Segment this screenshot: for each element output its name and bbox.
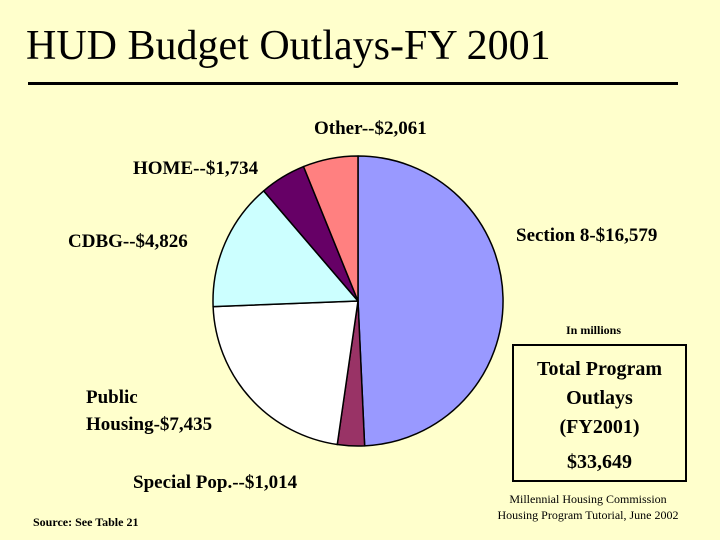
total-value: $33,649 [567, 451, 632, 473]
credit-note: Millennial Housing Commission Housing Pr… [467, 491, 709, 523]
pie-slice-section-8 [357, 155, 504, 447]
pie-slice-cdbg [212, 190, 359, 308]
slice-label-cdbg: CDBG--$4,826 [68, 231, 188, 252]
slice-label-home: HOME--$1,734 [133, 158, 259, 179]
slice-label-section-8: Section 8-$16,579 [516, 225, 658, 246]
slice-label-public-housing: Public Housing-$7,435 [86, 387, 213, 435]
pie-slice-public-housing [212, 300, 359, 446]
slice-label-other: Other--$2,061 [314, 118, 427, 139]
credit-line: Housing Program Tutorial, June 2002 [497, 508, 679, 522]
total-heading-line: (FY2001) [559, 416, 640, 438]
total-heading: Total Program Outlays (FY2001) [514, 346, 685, 442]
slice-label-special-pop: Special Pop.--$1,014 [133, 472, 298, 493]
page-title: HUD Budget Outlays-FY 2001 [26, 23, 551, 69]
total-outlays-box: Total Program Outlays (FY2001) $33,649 [512, 344, 687, 482]
source-note: Source: See Table 21 [33, 515, 139, 529]
unit-note: In millions [566, 323, 622, 337]
total-heading-line: Outlays [566, 387, 633, 409]
pie-slice-other [302, 155, 359, 302]
credit-line: Millennial Housing Commission [509, 492, 667, 506]
title-underline [28, 82, 678, 85]
total-heading-line: Total Program [537, 358, 662, 380]
